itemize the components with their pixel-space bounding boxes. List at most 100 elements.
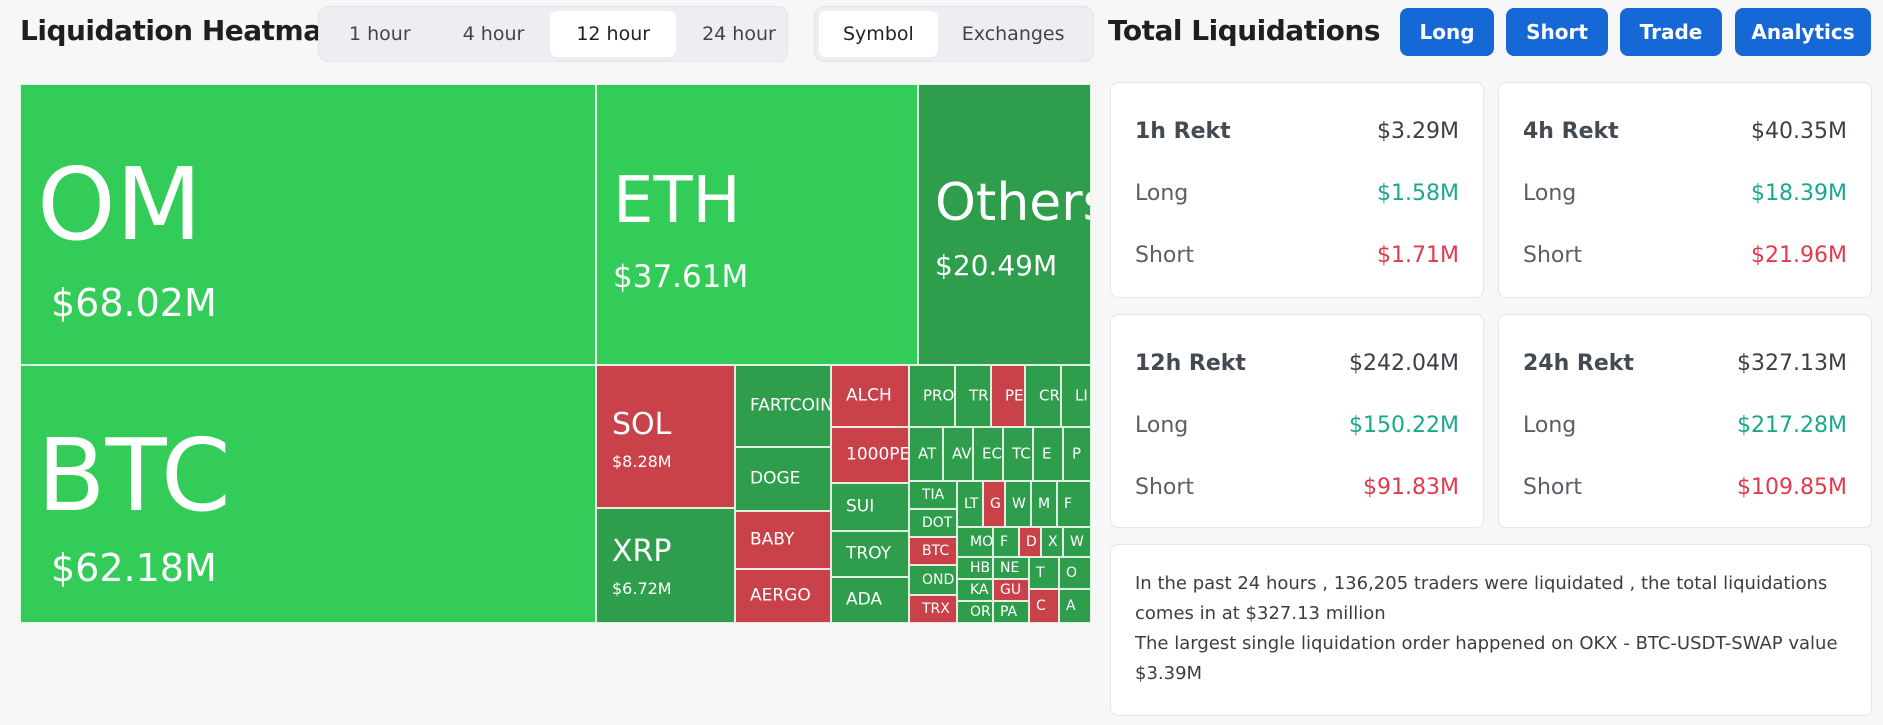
- treemap-symbol: KA: [970, 582, 989, 598]
- treemap-cell-m[interactable]: M: [1031, 481, 1057, 527]
- treemap-cell-w2[interactable]: W: [1063, 527, 1091, 557]
- treemap-symbol: NE: [1000, 560, 1020, 576]
- card-total-value: $242.04M: [1349, 351, 1459, 376]
- treemap-symbol: FARTCOIN: [750, 395, 831, 416]
- treemap-cell-pro[interactable]: PRO: [909, 365, 955, 427]
- treemap-cell-li[interactable]: LI: [1061, 365, 1091, 427]
- trade-button[interactable]: Trade: [1620, 8, 1722, 56]
- card-period-label: 1h Rekt: [1135, 119, 1231, 144]
- treemap-cell-baby[interactable]: BABY: [735, 511, 831, 569]
- treemap-symbol: BTC: [37, 417, 231, 534]
- long-button[interactable]: Long: [1400, 8, 1494, 56]
- treemap-cell-ond[interactable]: OND: [909, 565, 957, 595]
- treemap-cell-sol[interactable]: SOL $8.28M: [596, 365, 735, 508]
- liquidation-treemap: OM $68.02M ETH $37.61M Others $20.49M BT…: [20, 84, 1091, 623]
- treemap-cell-alch[interactable]: ALCH: [831, 365, 909, 427]
- treemap-symbol: DOGE: [750, 468, 801, 489]
- treemap-cell-cr[interactable]: CR: [1025, 365, 1061, 427]
- treemap-cell-fartcoin[interactable]: FARTCOIN: [735, 365, 831, 447]
- treemap-symbol: C: [1036, 598, 1046, 614]
- time-range-selector: 1 hour 4 hour 12 hour 24 hour: [318, 6, 788, 62]
- treemap-cell-btc[interactable]: BTC $62.18M: [20, 365, 596, 623]
- time-option-4h[interactable]: 4 hour: [462, 23, 525, 45]
- treemap-cell-o[interactable]: O: [1059, 557, 1091, 589]
- treemap-cell-e[interactable]: E: [1033, 427, 1063, 481]
- total-liquidations-title: Total Liquidations: [1108, 14, 1381, 47]
- treemap-symbol: ALCH: [846, 385, 892, 406]
- treemap-cell-xrp[interactable]: XRP $6.72M: [596, 508, 735, 623]
- treemap-symbol: BTC: [922, 543, 950, 559]
- treemap-cell-d[interactable]: D: [1019, 527, 1041, 557]
- treemap-cell-ne[interactable]: NE: [993, 557, 1029, 579]
- treemap-cell-or[interactable]: OR: [957, 601, 993, 623]
- treemap-cell-lt[interactable]: LT: [957, 481, 983, 527]
- treemap-cell-others[interactable]: Others $20.49M: [918, 84, 1091, 365]
- time-option-1h[interactable]: 1 hour: [349, 23, 411, 45]
- treemap-symbol: AT: [918, 444, 937, 463]
- treemap-symbol: AV: [952, 444, 972, 463]
- treemap-symbol: ADA: [846, 589, 883, 610]
- treemap-cell-w[interactable]: W: [1005, 481, 1031, 527]
- treemap-cell-c[interactable]: C: [1029, 589, 1059, 623]
- treemap-cell-av[interactable]: AV: [943, 427, 973, 481]
- treemap-cell-btc-small[interactable]: BTC: [909, 537, 957, 565]
- treemap-cell-om[interactable]: OM $68.02M: [20, 84, 596, 365]
- card-short-value: $91.83M: [1363, 475, 1459, 500]
- time-option-12h[interactable]: 12 hour: [550, 11, 677, 57]
- treemap-value: $68.02M: [51, 281, 217, 325]
- card-period-label: 24h Rekt: [1523, 351, 1634, 376]
- treemap-cell-ada[interactable]: ADA: [831, 577, 909, 623]
- treemap-cell-mo[interactable]: MO: [957, 527, 993, 557]
- short-button[interactable]: Short: [1506, 8, 1608, 56]
- card-short-label: Short: [1135, 475, 1195, 500]
- treemap-value: $20.49M: [935, 249, 1058, 282]
- treemap-cell-p[interactable]: P: [1063, 427, 1091, 481]
- treemap-cell-pa[interactable]: PA: [993, 601, 1029, 623]
- time-option-24h[interactable]: 24 hour: [702, 23, 776, 45]
- treemap-cell-tc[interactable]: TC: [1003, 427, 1033, 481]
- treemap-cell-ec[interactable]: EC: [973, 427, 1003, 481]
- treemap-cell-dot[interactable]: DOT: [909, 509, 957, 537]
- treemap-cell-g[interactable]: G: [983, 481, 1005, 527]
- treemap-symbol: TIA: [922, 487, 945, 503]
- analytics-button[interactable]: Analytics: [1735, 8, 1871, 56]
- treemap-symbol: D: [1026, 534, 1037, 550]
- treemap-value: $6.72M: [612, 579, 672, 598]
- summary-text-traders: In the past 24 hours , 136,205 traders w…: [1135, 573, 1828, 624]
- treemap-cell-at[interactable]: AT: [909, 427, 943, 481]
- tab-symbol[interactable]: Symbol: [819, 11, 938, 57]
- treemap-cell-1000pe[interactable]: 1000PE: [831, 427, 909, 483]
- treemap-cell-x[interactable]: X: [1041, 527, 1063, 557]
- treemap-cell-hb[interactable]: HB: [957, 557, 993, 579]
- treemap-cell-aergo[interactable]: AERGO: [735, 569, 831, 623]
- card-long-value: $1.58M: [1377, 181, 1459, 206]
- treemap-cell-a[interactable]: A: [1059, 589, 1091, 623]
- treemap-cell-gu[interactable]: GU: [993, 579, 1029, 601]
- treemap-cell-t[interactable]: T: [1029, 557, 1059, 589]
- treemap-cell-tr[interactable]: TR: [955, 365, 991, 427]
- treemap-cell-troy[interactable]: TROY: [831, 531, 909, 577]
- treemap-symbol: Others: [935, 173, 1090, 233]
- treemap-cell-pe[interactable]: PE: [991, 365, 1025, 427]
- treemap-symbol: OM: [37, 146, 202, 263]
- treemap-symbol: PRO: [923, 386, 955, 405]
- treemap-cell-f[interactable]: F: [1057, 481, 1091, 527]
- treemap-symbol: DOT: [922, 515, 953, 531]
- treemap-cell-eth[interactable]: ETH $37.61M: [596, 84, 918, 365]
- card-total-value: $3.29M: [1377, 119, 1459, 144]
- treemap-symbol: LT: [964, 496, 979, 512]
- tab-exchanges[interactable]: Exchanges: [961, 23, 1065, 45]
- stat-card-1h: 1h Rekt $3.29M Long $1.58M Short $1.71M: [1110, 82, 1484, 298]
- card-long-label: Long: [1523, 413, 1577, 438]
- treemap-cell-ka[interactable]: KA: [957, 579, 993, 601]
- treemap-symbol: OR: [970, 604, 991, 620]
- treemap-cell-doge[interactable]: DOGE: [735, 447, 831, 511]
- treemap-symbol: BABY: [750, 529, 795, 550]
- treemap-cell-trx[interactable]: TRX: [909, 595, 957, 623]
- treemap-cell-f2[interactable]: F: [993, 527, 1019, 557]
- treemap-cell-sui[interactable]: SUI: [831, 483, 909, 531]
- treemap-symbol: P: [1072, 444, 1082, 463]
- treemap-cell-tia[interactable]: TIA: [909, 481, 957, 509]
- card-total-value: $40.35M: [1751, 119, 1847, 144]
- card-long-value: $217.28M: [1737, 413, 1847, 438]
